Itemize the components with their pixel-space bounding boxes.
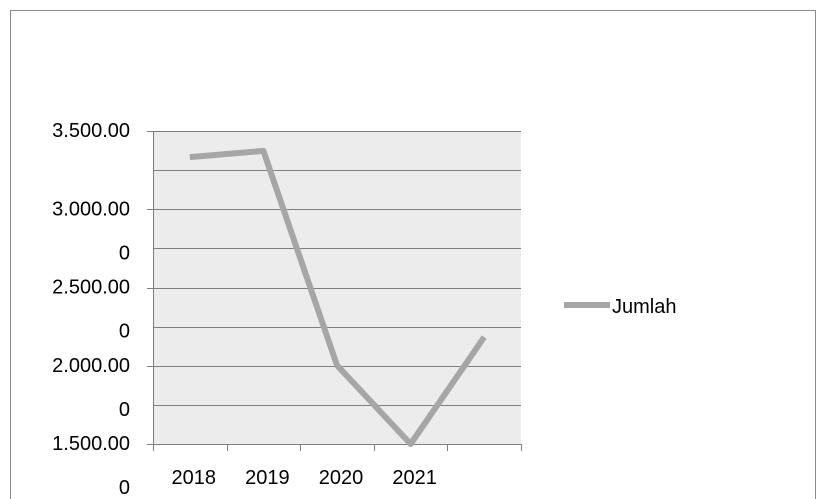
x-tick-label-2021: 2021	[392, 467, 437, 489]
legend-label-jumlah: Jumlah	[612, 296, 676, 318]
x-tick-label-2020: 2020	[319, 467, 364, 489]
y-tick-label-3000: 3.000.00	[52, 198, 130, 220]
y-tick-label-2000-cont: 0	[119, 399, 130, 421]
y-tick-label-2500: 2.500.00	[52, 277, 130, 299]
gridlines	[153, 131, 521, 406]
series-line-0	[189, 147, 487, 447]
series-jumlah	[189, 147, 487, 447]
x-tick-label-2018: 2018	[172, 467, 217, 489]
y-tick-label-1500: 1.500.00	[52, 433, 130, 455]
axis-ticks	[147, 131, 522, 451]
y-tick-label-3500: 3.500.00	[52, 120, 130, 142]
x-tick-labels: 2018 2019 2020 2021	[172, 467, 437, 489]
y-tick-labels: 1.500.00 0 2.000.00 0 2.500.00 0 3.000.00 0 3.50…	[52, 120, 130, 499]
y-tick-label-2500-cont: 0	[119, 321, 130, 343]
legend: Jumlah	[564, 296, 676, 318]
chart-frame	[10, 10, 816, 499]
y-tick-label-3000-cont: 0	[119, 242, 130, 264]
plot-area	[153, 131, 521, 444]
x-tick-label-2019: 2019	[245, 467, 290, 489]
y-tick-label-1500-cont: 0	[119, 477, 130, 499]
y-tick-label-2000: 2.000.00	[52, 355, 130, 377]
